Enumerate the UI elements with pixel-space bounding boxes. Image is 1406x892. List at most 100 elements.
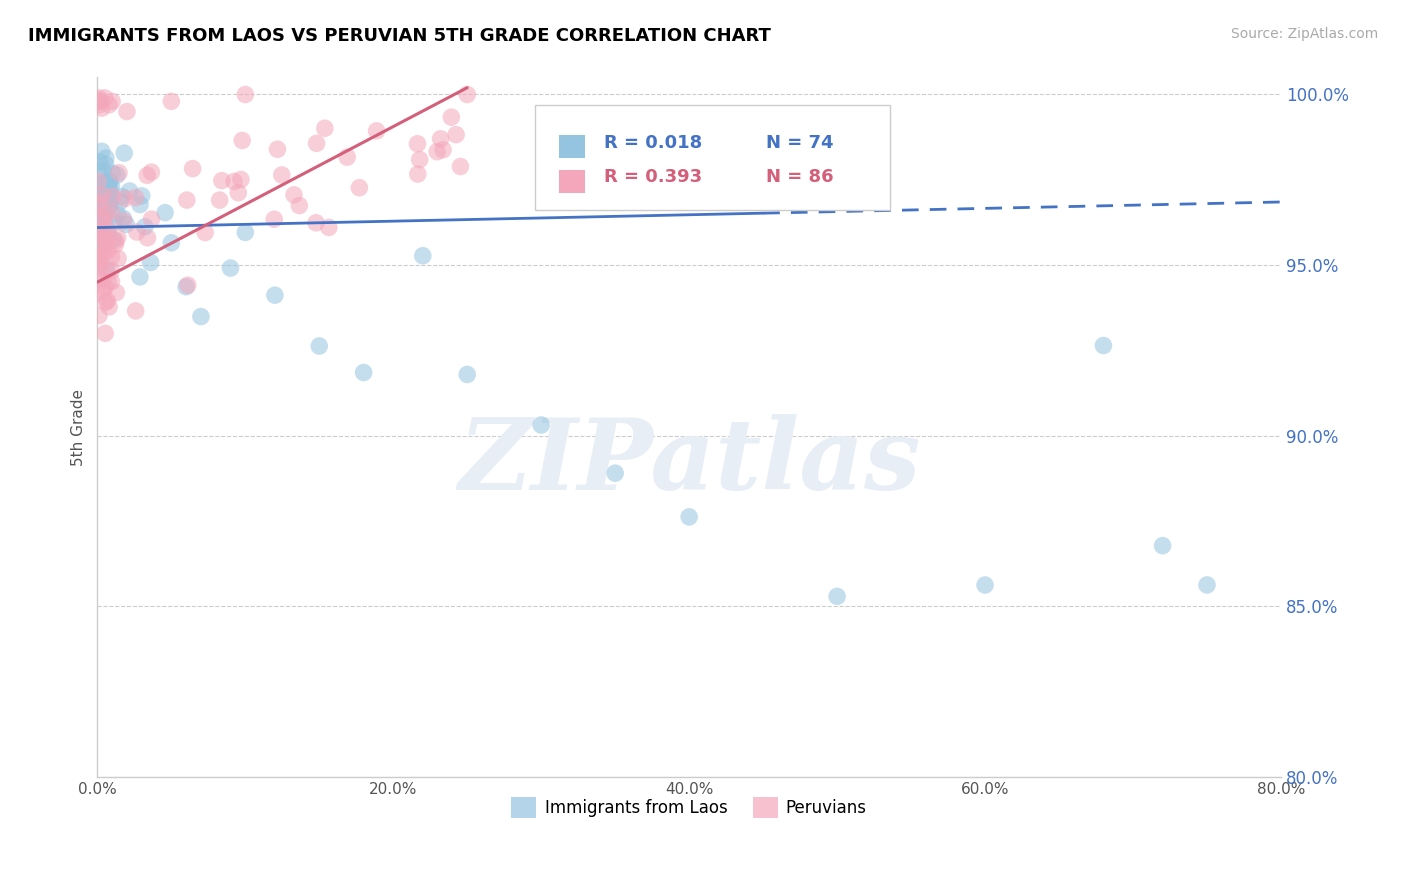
Point <box>211 173 233 187</box>
Point <box>444 128 467 142</box>
Point <box>93 227 115 241</box>
Point <box>91 273 114 287</box>
Point <box>288 198 311 212</box>
Point <box>90 101 112 115</box>
Text: N = 86: N = 86 <box>766 168 834 186</box>
Point <box>456 368 478 382</box>
Point <box>101 189 124 203</box>
Point <box>104 234 127 248</box>
Point <box>125 225 148 239</box>
Point <box>305 136 328 151</box>
Point <box>100 204 122 219</box>
Point <box>87 95 110 109</box>
Point <box>124 191 146 205</box>
Point <box>100 264 122 278</box>
Point <box>94 234 117 248</box>
Point <box>90 181 112 195</box>
Point <box>94 175 117 189</box>
Point <box>87 286 110 301</box>
Point <box>176 193 198 207</box>
Text: R = 0.018: R = 0.018 <box>605 134 702 153</box>
Point <box>160 95 183 109</box>
Point <box>90 228 112 243</box>
Point <box>141 165 163 179</box>
Point <box>136 231 159 245</box>
FancyBboxPatch shape <box>536 105 890 211</box>
Point <box>89 97 111 112</box>
Point <box>89 252 111 267</box>
Point <box>89 226 111 240</box>
Point <box>98 300 121 314</box>
Point <box>87 309 110 323</box>
Point <box>90 258 112 272</box>
Point <box>96 206 118 220</box>
Point <box>1152 539 1174 553</box>
Point <box>94 280 117 294</box>
Legend: Immigrants from Laos, Peruvians: Immigrants from Laos, Peruvians <box>505 791 873 824</box>
Point <box>114 191 136 205</box>
Point <box>87 91 110 105</box>
Point <box>100 250 122 264</box>
Point <box>90 232 112 246</box>
Point <box>87 271 110 285</box>
Point <box>208 193 231 207</box>
Point <box>190 310 212 324</box>
Point <box>115 217 138 231</box>
Point <box>264 288 287 302</box>
Point <box>1195 578 1218 592</box>
FancyBboxPatch shape <box>560 169 585 193</box>
Point <box>97 222 120 236</box>
Point <box>118 184 141 198</box>
Point <box>100 186 122 201</box>
Point <box>125 304 148 318</box>
Point <box>94 235 117 249</box>
Point <box>93 227 115 242</box>
Point <box>409 153 432 167</box>
Point <box>87 253 110 268</box>
Point <box>94 91 117 105</box>
Point <box>112 211 135 226</box>
Point <box>104 215 127 229</box>
Text: N = 74: N = 74 <box>766 134 834 153</box>
Point <box>406 136 429 151</box>
Point <box>108 166 131 180</box>
Point <box>94 222 117 236</box>
Point <box>349 180 371 194</box>
Point <box>153 205 176 219</box>
Point <box>90 210 112 224</box>
Text: Source: ZipAtlas.com: Source: ZipAtlas.com <box>1230 27 1378 41</box>
Point <box>87 194 110 209</box>
Point <box>98 199 121 213</box>
Point <box>91 188 114 202</box>
Point <box>94 206 117 220</box>
Point <box>94 217 117 231</box>
Point <box>90 207 112 221</box>
Point <box>93 191 115 205</box>
Point <box>97 275 120 289</box>
Point <box>98 179 121 194</box>
Point <box>91 211 114 225</box>
Point <box>318 220 340 235</box>
Point <box>90 178 112 192</box>
Point <box>440 110 463 124</box>
Point <box>678 509 700 524</box>
Point <box>181 161 204 176</box>
Point <box>308 339 330 353</box>
FancyBboxPatch shape <box>560 135 585 158</box>
Point <box>96 293 118 308</box>
Point <box>174 279 197 293</box>
Point <box>97 200 120 214</box>
Point <box>90 230 112 244</box>
Point <box>432 143 454 157</box>
Point <box>177 278 200 293</box>
Point <box>605 466 627 480</box>
Point <box>97 228 120 243</box>
Point <box>134 219 156 234</box>
Point <box>89 240 111 254</box>
Point <box>406 167 429 181</box>
Point <box>87 211 110 225</box>
Point <box>94 151 117 165</box>
Point <box>129 197 152 211</box>
Point <box>91 284 114 298</box>
Point <box>222 174 245 188</box>
